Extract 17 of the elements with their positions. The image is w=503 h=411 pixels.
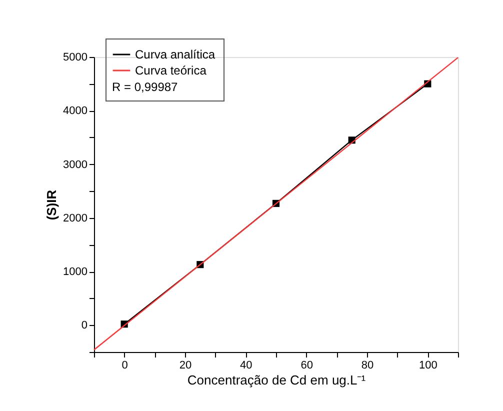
x-axis-title: Concentração de Cd em ug.L⁻¹ [187,372,366,388]
y-tick-label: 3000 [63,158,88,171]
x-tick-label: 80 [361,360,374,372]
y-tick-label: 2000 [63,212,88,224]
y-tick-label: 1000 [63,266,88,278]
y-tick-label: 5000 [63,52,88,64]
x-tick-label: 0 [122,360,128,372]
y-tick-label: 0 [81,320,88,332]
legend-label: Curva analítica [135,48,216,62]
y-tick-label: 4000 [63,105,88,118]
y-axis-title: (S)IR [44,189,60,220]
x-tick-label: 40 [240,360,252,372]
annotation: R = 0,99987 [112,80,178,94]
x-tick-label: 60 [300,360,313,372]
x-tick-label: 100 [418,360,438,372]
legend-label: Curva teórica [135,64,207,78]
x-tick-label: 20 [179,360,192,372]
